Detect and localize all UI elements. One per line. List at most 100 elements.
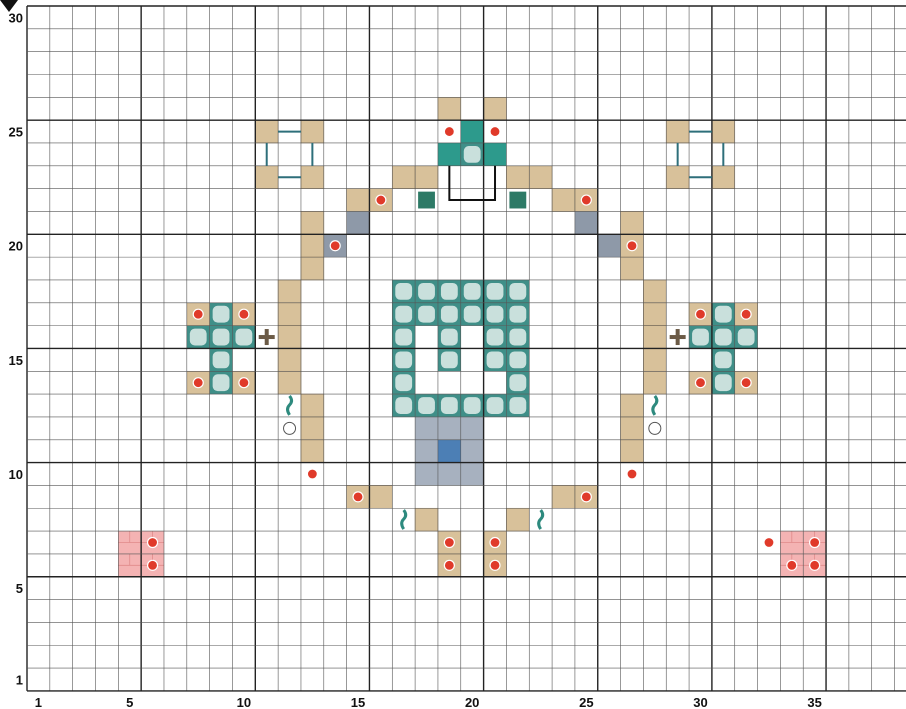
dispenser-face-icon	[648, 421, 662, 435]
arrow-marker-icon	[329, 240, 341, 252]
sand-block	[528, 165, 553, 189]
y-axis-label: 25	[9, 125, 23, 140]
prismarine-glow	[418, 397, 435, 414]
prismarine-glow	[440, 351, 458, 369]
prismarine-glow	[395, 374, 413, 392]
x-axis-label: 25	[579, 695, 593, 709]
sand-block	[711, 119, 736, 144]
prismarine-glow	[440, 282, 458, 300]
sand-block	[300, 211, 325, 235]
stone-block	[346, 211, 370, 235]
sand-block	[551, 188, 576, 212]
y-axis-label: 15	[9, 353, 23, 368]
sand-block	[255, 165, 279, 189]
sand-block	[620, 439, 644, 463]
sea-lantern-icon	[509, 191, 527, 209]
prismarine-glow	[509, 328, 527, 346]
kelp-icon	[286, 395, 294, 416]
stone-block	[597, 234, 621, 258]
dispenser-face-icon	[283, 421, 297, 435]
prismarine-glow	[235, 328, 253, 346]
prismarine-glow	[463, 397, 481, 414]
prismarine-glow	[509, 397, 527, 414]
sand-block	[300, 416, 325, 441]
prismarine-glow	[395, 305, 413, 323]
sand-block	[346, 188, 370, 212]
sand-block	[620, 211, 644, 235]
arrow-marker-icon	[580, 491, 592, 503]
sand-block	[277, 325, 302, 349]
sand-block	[620, 256, 644, 281]
x-axis-label: 15	[351, 695, 365, 709]
arrow-marker-icon	[489, 559, 501, 571]
sand-block	[255, 119, 279, 144]
arrow-marker-icon	[626, 468, 638, 480]
prismarine-glow	[486, 282, 504, 300]
sand-block	[300, 165, 325, 189]
prismarine-glow	[714, 374, 732, 392]
sand-block	[277, 279, 302, 304]
stone-grey-block	[415, 439, 438, 463]
sand-block	[620, 416, 644, 441]
prismarine-glow	[212, 374, 230, 392]
x-axis-label: 20	[465, 695, 479, 709]
sand-block	[506, 165, 530, 189]
sand-block	[665, 119, 690, 144]
prismarine-glow	[212, 305, 230, 323]
sand-block	[391, 165, 416, 189]
arrow-marker-icon	[443, 536, 455, 549]
sand-block	[551, 485, 576, 509]
prismarine-glow	[714, 351, 732, 369]
arrow-marker-icon	[489, 125, 501, 138]
sand-block	[643, 302, 667, 326]
x-axis-label: 1	[35, 695, 42, 709]
prismarine-glow	[486, 351, 504, 369]
prismarine-glow	[395, 351, 413, 369]
prismarine-glow	[463, 305, 481, 323]
y-axis-label: 30	[9, 10, 23, 25]
sand-block	[277, 302, 302, 326]
kelp-icon	[651, 395, 659, 416]
arrow-marker-icon	[809, 559, 821, 571]
arrow-marker-icon	[626, 240, 638, 252]
y-axis-label: 10	[9, 467, 23, 482]
prismarine-glow	[486, 328, 504, 346]
prismarine-glow	[714, 328, 732, 346]
prismarine-glow	[692, 328, 709, 346]
trapdoor-icon	[675, 329, 680, 346]
x-axis-label: 35	[807, 695, 821, 709]
arrow-marker-icon	[740, 308, 752, 320]
arrow-marker-icon	[694, 377, 707, 389]
arrow-marker-icon	[192, 308, 204, 320]
prismarine-glow	[395, 328, 413, 346]
prismarine-glow	[212, 351, 230, 369]
sand-block	[620, 393, 644, 418]
prismarine-glow	[714, 305, 732, 323]
prismarine-glow	[509, 351, 527, 369]
arrow-marker-icon	[694, 308, 707, 320]
grid-lines	[26, 5, 906, 692]
sand-block	[506, 507, 530, 532]
prismarine-glow	[509, 305, 527, 323]
sand-block	[643, 348, 667, 372]
sand-block	[277, 348, 302, 372]
prismarine-glow	[486, 397, 504, 414]
stone-grey-block	[460, 416, 484, 440]
trapdoor-icon	[264, 329, 269, 346]
prismarine-glow	[509, 282, 527, 300]
arrow-marker-icon	[809, 536, 821, 549]
sand-block	[300, 393, 325, 418]
prismarine-glow	[737, 328, 755, 346]
stone-grey-block	[460, 462, 484, 486]
sand-block	[414, 507, 439, 532]
prismarine-glow	[440, 397, 458, 414]
sea-lantern-icon	[418, 191, 435, 209]
prismarine-glow	[212, 328, 230, 346]
prismarine-dark-block	[483, 142, 507, 166]
sand-block	[437, 97, 462, 121]
prismarine-glow	[463, 145, 481, 163]
y-axis-label: 1	[16, 672, 23, 687]
arrow-marker-icon	[443, 559, 455, 571]
